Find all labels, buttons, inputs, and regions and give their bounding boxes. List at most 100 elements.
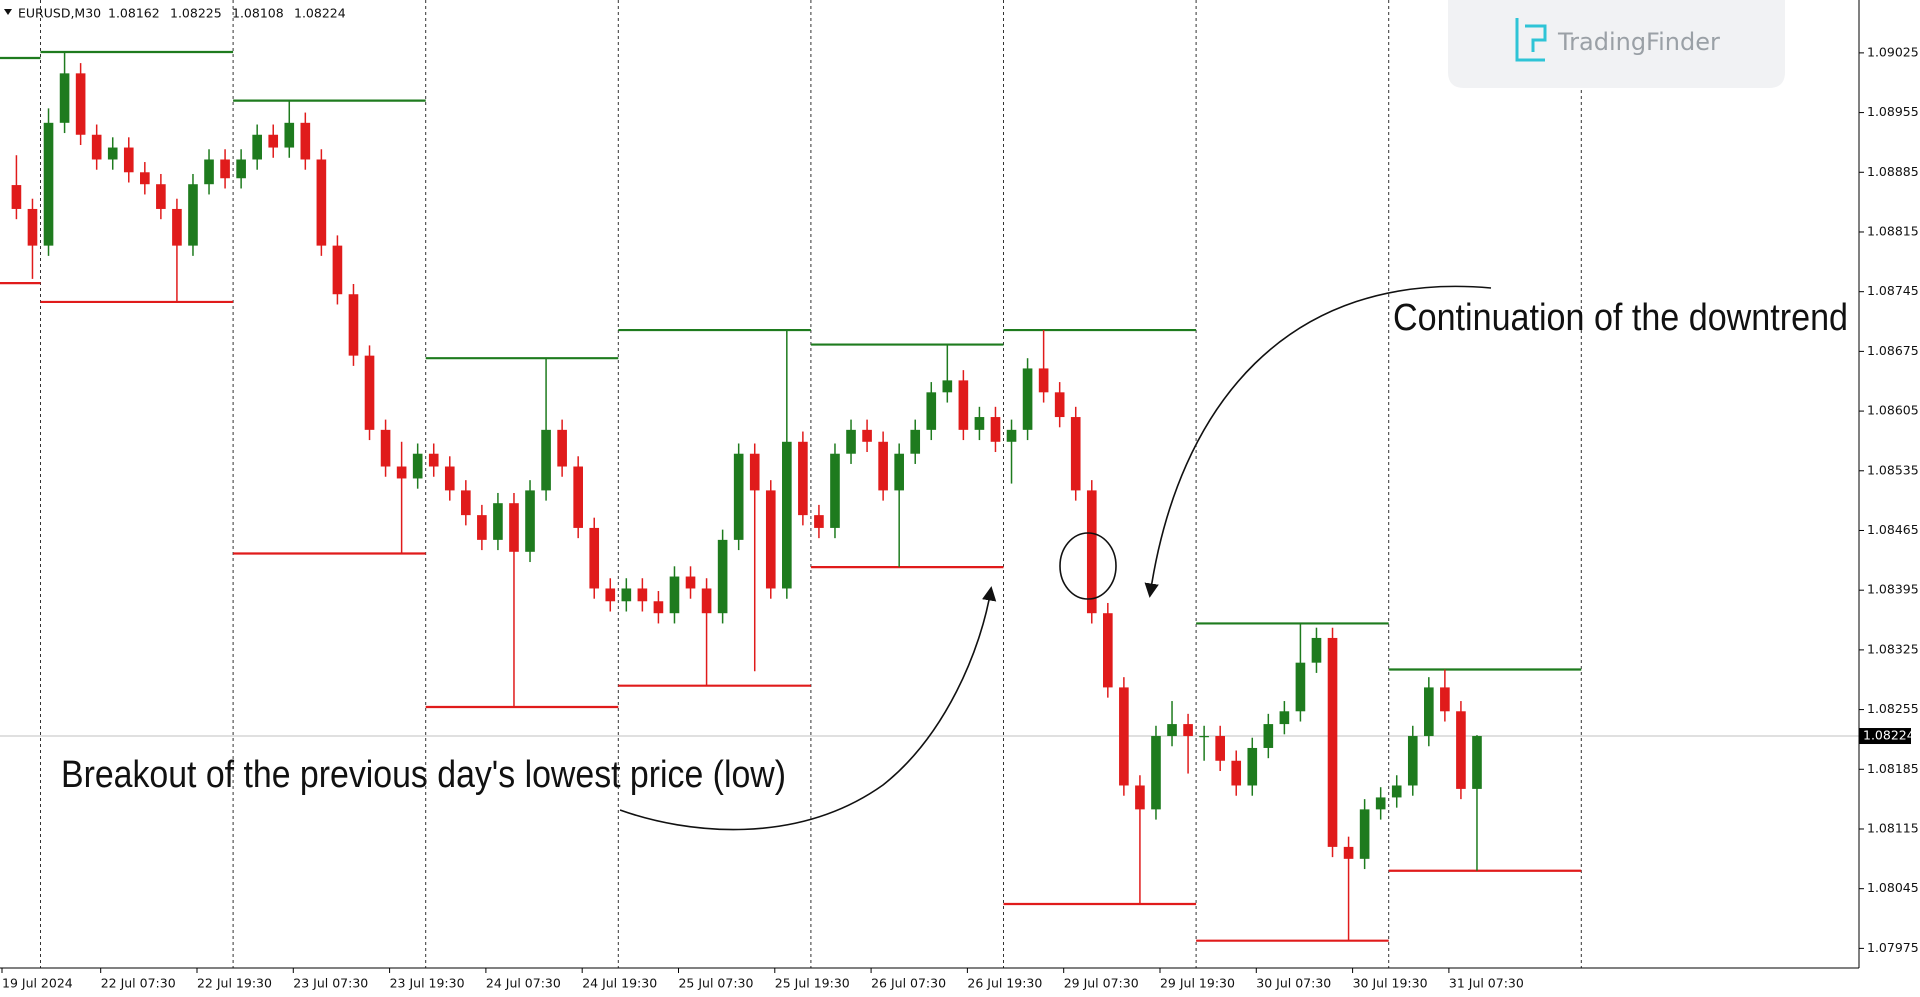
arrow [619, 586, 997, 831]
x-tick-label: 30 Jul 19:30 [1353, 976, 1428, 991]
candle-body [236, 159, 246, 179]
candle-body [1199, 736, 1209, 738]
candle-body [974, 417, 985, 430]
candle-body [846, 429, 856, 454]
x-tick-label: 23 Jul 07:30 [293, 976, 368, 991]
candle-body [878, 441, 888, 491]
candle-body [1263, 724, 1274, 748]
arrow [1144, 285, 1492, 598]
candle-body [1038, 368, 1049, 393]
x-tick-label: 22 Jul 07:30 [101, 976, 176, 991]
x-tick-label: 26 Jul 07:30 [871, 976, 946, 991]
candle-body [958, 380, 969, 430]
candle-body [765, 490, 776, 589]
candle-body [91, 134, 102, 160]
candle-body [204, 159, 214, 185]
candle-body [573, 466, 583, 528]
candle-body [156, 184, 166, 209]
watermark-text: TradingFinder [1557, 28, 1720, 56]
header-values: 1.08162 1.08225 1.08108 1.08224 [108, 6, 346, 21]
candle-body [172, 208, 182, 246]
candle-body [1327, 637, 1338, 847]
candle-body [332, 245, 343, 295]
candle-body [188, 184, 198, 246]
candle-body [1231, 760, 1242, 786]
candle-body [926, 392, 937, 430]
y-tick-label: 1.08185 [1867, 761, 1919, 776]
y-tick-label: 1.08115 [1867, 820, 1919, 835]
y-tick-label: 1.08675 [1867, 343, 1919, 358]
candle-body [733, 453, 744, 540]
candle-body [140, 172, 150, 185]
candle-body [830, 453, 840, 528]
candle-body [444, 466, 455, 491]
candle-body [1151, 736, 1161, 810]
x-tick-label: 29 Jul 07:30 [1064, 976, 1139, 991]
candle-body [300, 122, 311, 160]
annotation: Continuation of the downtrend [1393, 297, 1848, 339]
candle-body [942, 380, 953, 393]
x-tick-label: 29 Jul 19:30 [1160, 976, 1235, 991]
candle-body [814, 515, 824, 528]
candle-body [717, 539, 728, 614]
candle-body [1343, 846, 1354, 859]
candle-body [1456, 711, 1466, 789]
y-tick-label: 1.08955 [1867, 104, 1919, 119]
candle-body [1359, 809, 1370, 859]
y-tick-label: 1.08395 [1867, 582, 1919, 597]
candle-body [348, 294, 359, 356]
candle-body [509, 503, 519, 552]
y-tick-label: 1.08465 [1867, 522, 1919, 537]
watermark-logo [1515, 18, 1547, 62]
candle-body [1311, 637, 1322, 663]
candle-body [605, 588, 616, 602]
x-tick-label: 30 Jul 07:30 [1256, 976, 1331, 991]
current-price-label: 1.08224 [1863, 728, 1915, 743]
current-price-tag [1859, 728, 1911, 745]
candle-body [637, 588, 648, 602]
candle-body [1054, 392, 1065, 418]
candle-body [1022, 368, 1033, 430]
y-tick-label: 1.08255 [1867, 701, 1919, 716]
candle-body [1167, 724, 1177, 737]
candle-body [380, 429, 391, 467]
candle-body [1279, 711, 1290, 725]
candle-body [396, 466, 407, 479]
candle-body [1295, 662, 1306, 712]
y-tick-label: 1.08815 [1867, 223, 1919, 238]
candle-body [1119, 687, 1129, 786]
x-tick-label: 25 Jul 19:30 [775, 976, 850, 991]
x-tick-label: 24 Jul 19:30 [582, 976, 657, 991]
candle-body [1440, 687, 1450, 712]
candle-body [461, 490, 471, 516]
x-tick-label: 23 Jul 19:30 [390, 976, 465, 991]
candle-body [894, 453, 904, 491]
highlight-circle [1059, 532, 1117, 600]
candle-body [59, 73, 70, 123]
header-symbol: EURUSD,M30 [18, 6, 101, 21]
y-tick-label: 1.08045 [1867, 880, 1919, 895]
header-value: 1.08162 [108, 6, 160, 21]
candle-body [1006, 429, 1017, 442]
candle-body [412, 453, 423, 479]
y-tick-label: 1.07975 [1867, 940, 1919, 955]
y-tick-label: 1.08885 [1867, 164, 1919, 179]
candle-body [1070, 417, 1081, 491]
candle-body [1086, 490, 1097, 614]
candle-body [75, 73, 86, 135]
candle-body [477, 515, 487, 540]
candle-body [27, 208, 38, 246]
y-tick-label: 1.09025 [1867, 44, 1919, 59]
candle-body [990, 417, 1001, 442]
candle-body [1391, 785, 1402, 798]
candle-body [557, 429, 567, 467]
candle-body [701, 588, 712, 614]
header-value: 1.08224 [294, 6, 346, 21]
y-tick-label: 1.08745 [1867, 283, 1919, 298]
candle-body [268, 134, 279, 148]
candle-body [589, 527, 600, 589]
candle-body [541, 429, 551, 491]
watermark-tab [1448, 0, 1785, 88]
